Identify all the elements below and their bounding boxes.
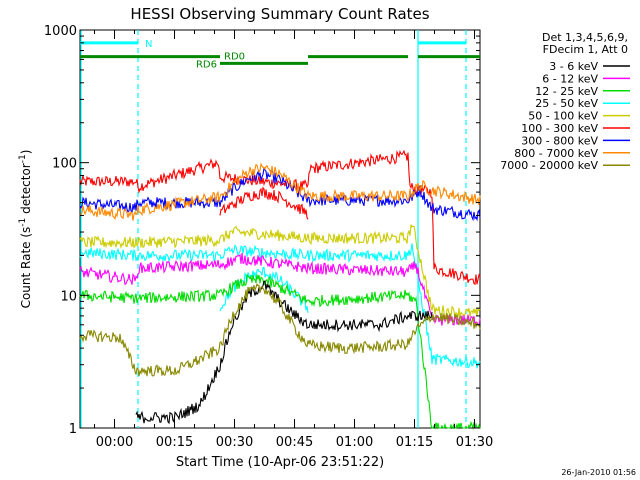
legend-label: 25 - 50 keV [535, 97, 598, 110]
flag-bars: N RD0 RD6 [80, 39, 480, 70]
y-axis-label: Count Rate (s-1 detector-1) [18, 150, 33, 309]
y-tick-label: 1000 [44, 24, 77, 39]
y-tick-label: 10 [60, 289, 77, 304]
chart-title: HESSI Observing Summary Count Rates [130, 5, 429, 23]
series-line-9 [135, 280, 433, 425]
series-line-8 [79, 273, 481, 431]
y-axis-ticks: 1 10 100 1000 [44, 24, 480, 437]
legend-label: 12 - 25 keV [535, 85, 598, 98]
x-axis-label: Start Time (10-Apr-06 23:51:22) [176, 455, 384, 470]
y-tick-label: 100 [52, 157, 77, 172]
plot-frame [79, 29, 481, 429]
legend-label: 3 - 6 keV [549, 60, 598, 73]
legend-header-detectors: Det 1,3,4,5,6,9, [542, 31, 628, 44]
generation-timestamp: 26-Jan-2010 01:56 [561, 468, 636, 477]
legend-label: 6 - 12 keV [542, 72, 598, 85]
series-line-0 [79, 149, 481, 286]
x-axis-ticks: 00:00 00:15 00:30 00:45 01:00 01:15 01:30 [94, 30, 493, 450]
series-line-10 [79, 282, 481, 377]
series-group [79, 149, 481, 431]
y-tick-label: 1 [69, 422, 77, 437]
flag-label-rd6: RD6 [196, 59, 217, 70]
legend: Det 1,3,4,5,6,9, FDecim 1, Att 0 3 - 6 k… [500, 31, 630, 172]
legend-header-decimation: FDecim 1, Att 0 [543, 43, 628, 56]
series-line-6 [79, 252, 481, 326]
x-tick-label: 00:15 [156, 435, 193, 450]
series-line-3 [219, 186, 309, 220]
series-line-2 [79, 162, 481, 221]
legend-label: 7000 - 20000 keV [500, 159, 598, 172]
legend-label: 100 - 300 keV [521, 122, 598, 135]
flag-label-n: N [145, 39, 152, 50]
flag-vertical-lines [80, 30, 467, 428]
flag-label-rd0: RD0 [224, 52, 245, 63]
series-line-7 [219, 266, 309, 313]
x-tick-label: 01:30 [456, 435, 493, 450]
x-tick-label: 01:15 [396, 435, 433, 450]
x-tick-label: 00:45 [276, 435, 313, 450]
series-line-5 [79, 243, 481, 369]
legend-label: 50 - 100 keV [528, 110, 598, 123]
legend-label: 800 - 7000 keV [514, 147, 598, 160]
series-line-4 [79, 224, 481, 319]
x-tick-label: 00:00 [96, 435, 133, 450]
x-tick-label: 01:00 [336, 435, 373, 450]
legend-label: 300 - 800 keV [521, 134, 598, 147]
x-tick-label: 00:30 [216, 435, 253, 450]
